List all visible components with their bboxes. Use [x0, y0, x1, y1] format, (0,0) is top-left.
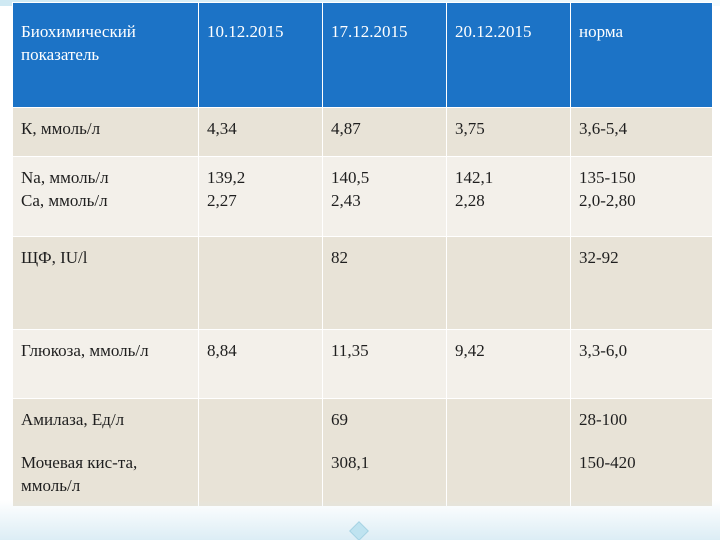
header-date-3: 20.12.2015 — [446, 2, 571, 108]
cell-date-2: 11,35 — [322, 329, 447, 399]
table-header-row: Биохимический показатель 10.12.2015 17.1… — [12, 2, 713, 108]
cell-date-1: 4,34 — [198, 107, 323, 157]
cell-norm: 3,6-5,4 — [570, 107, 713, 157]
cell-indicator: ЩФ, IU/l — [12, 236, 199, 330]
cell-date-3: 3,75 — [446, 107, 571, 157]
header-date-1: 10.12.2015 — [198, 2, 323, 108]
cell-date-2: 140,5 2,43 — [322, 156, 447, 237]
cell-date-3: 9,42 — [446, 329, 571, 399]
cell-date-1: 8,84 — [198, 329, 323, 399]
cell-date-2: 4,87 — [322, 107, 447, 157]
cell-date-2: 69 308,1 — [322, 398, 447, 507]
cell-indicator: К, ммоль/л — [12, 107, 199, 157]
cell-norm: 135-150 2,0-2,80 — [570, 156, 713, 237]
cell-date-1 — [198, 236, 323, 330]
header-date-2: 17.12.2015 — [322, 2, 447, 108]
cell-date-1 — [198, 398, 323, 507]
cell-norm: 32-92 — [570, 236, 713, 330]
header-indicator: Биохимический показатель — [12, 2, 199, 108]
table-row: Амилаза, Ед/л Мочевая кис-та, ммоль/л 69… — [12, 398, 713, 507]
table-row: Глюкоза, ммоль/л 8,84 11,35 9,42 3,3-6,0 — [12, 329, 713, 399]
cell-indicator: Амилаза, Ед/л Мочевая кис-та, ммоль/л — [12, 398, 199, 507]
table-row: ЩФ, IU/l 82 32-92 — [12, 236, 713, 330]
table-row: К, ммоль/л 4,34 4,87 3,75 3,6-5,4 — [12, 107, 713, 157]
cell-date-1: 139,2 2,27 — [198, 156, 323, 237]
cell-date-3 — [446, 236, 571, 330]
cell-date-2: 82 — [322, 236, 447, 330]
cell-norm: 28-100 150-420 — [570, 398, 713, 507]
cell-indicator: Na, ммоль/л Ca, ммоль/л — [12, 156, 199, 237]
cell-indicator: Глюкоза, ммоль/л — [12, 329, 199, 399]
biochemistry-table: Биохимический показатель 10.12.2015 17.1… — [12, 2, 713, 507]
header-norm: норма — [570, 2, 713, 108]
table-row: Na, ммоль/л Ca, ммоль/л 139,2 2,27 140,5… — [12, 156, 713, 237]
cell-norm: 3,3-6,0 — [570, 329, 713, 399]
cell-date-3: 142,1 2,28 — [446, 156, 571, 237]
cell-date-3 — [446, 398, 571, 507]
